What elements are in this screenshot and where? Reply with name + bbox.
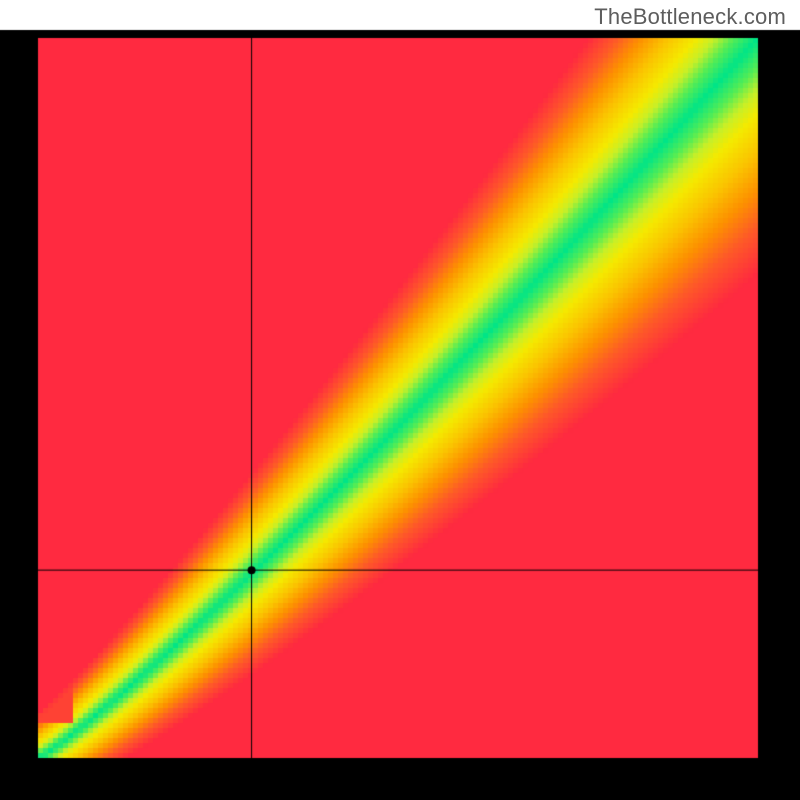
- watermark-text: TheBottleneck.com: [594, 4, 786, 30]
- bottleneck-heatmap: [0, 0, 800, 800]
- chart-container: TheBottleneck.com: [0, 0, 800, 800]
